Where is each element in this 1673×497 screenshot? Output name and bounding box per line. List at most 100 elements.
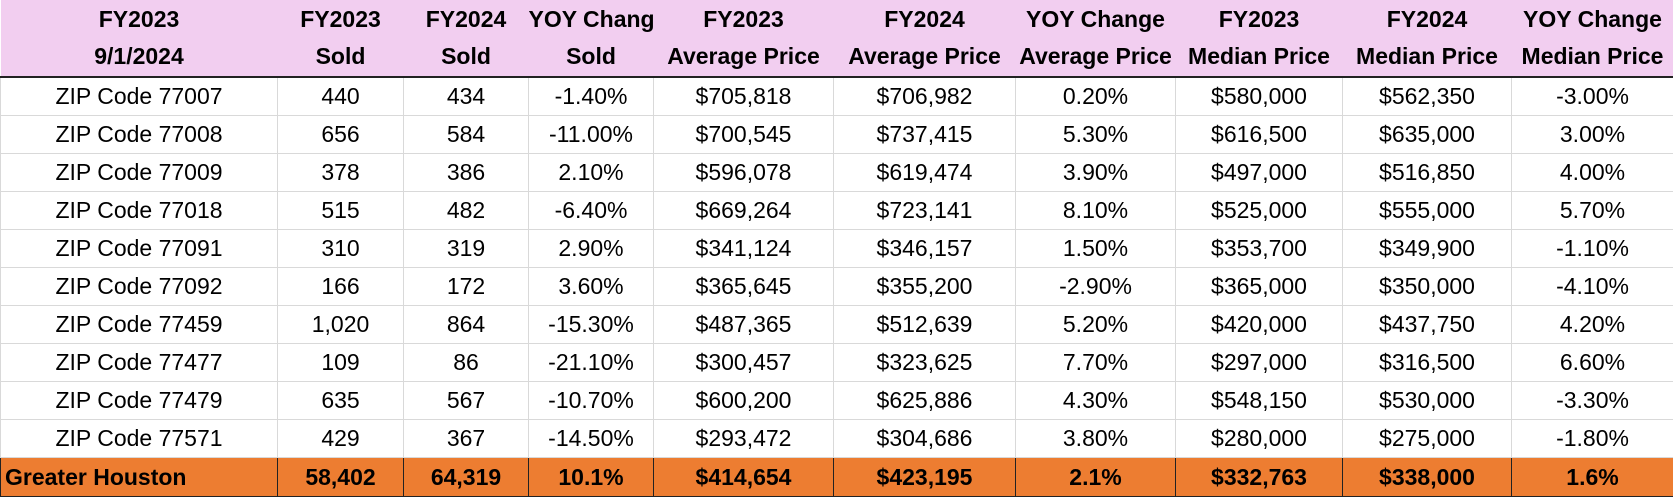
- cell: $548,150: [1176, 382, 1343, 420]
- header-line: FY2024: [834, 1, 1016, 38]
- cell: 5.70%: [1512, 192, 1673, 230]
- header-line: FY2024: [1343, 1, 1512, 38]
- cell: ZIP Code 77018: [1, 192, 278, 230]
- cell: ZIP Code 77477: [1, 344, 278, 382]
- cell: 1,020: [278, 306, 404, 344]
- cell: 109: [278, 344, 404, 382]
- cell: $280,000: [1176, 420, 1343, 458]
- cell: ZIP Code 77007: [1, 77, 278, 116]
- header-line: Average Price: [834, 38, 1016, 75]
- cell: $316,500: [1343, 344, 1512, 382]
- cell: $700,545: [654, 116, 834, 154]
- cell: 2.90%: [529, 230, 654, 268]
- cell: ZIP Code 77092: [1, 268, 278, 306]
- cell: 310: [278, 230, 404, 268]
- header-line: 9/1/2024: [1, 38, 278, 75]
- cell: 584: [404, 116, 529, 154]
- cell: $600,200: [654, 382, 834, 420]
- cell: $706,982: [834, 77, 1016, 116]
- cell: $304,686: [834, 420, 1016, 458]
- cell: 4.20%: [1512, 306, 1673, 344]
- cell: $365,000: [1176, 268, 1343, 306]
- cell: 0.20%: [1016, 77, 1176, 116]
- cell: -1.10%: [1512, 230, 1673, 268]
- cell: 386: [404, 154, 529, 192]
- cell: 319: [404, 230, 529, 268]
- cell: $355,200: [834, 268, 1016, 306]
- cell: 635: [278, 382, 404, 420]
- cell: -3.00%: [1512, 77, 1673, 116]
- cell: $619,474: [834, 154, 1016, 192]
- cell: -21.10%: [529, 344, 654, 382]
- cell: -3.30%: [1512, 382, 1673, 420]
- cell: 378: [278, 154, 404, 192]
- cell: -10.70%: [529, 382, 654, 420]
- header-line: FY2023: [1176, 1, 1343, 38]
- header-line: FY2024: [404, 1, 529, 38]
- header-line: FY2023: [278, 1, 404, 38]
- cell: $705,818: [654, 77, 834, 116]
- cell: $341,124: [654, 230, 834, 268]
- header-line: Sold: [529, 38, 654, 75]
- header-line: YOY Change: [529, 1, 654, 38]
- cell: 7.70%: [1016, 344, 1176, 382]
- cell: ZIP Code 77571: [1, 420, 278, 458]
- total-cell: $414,654: [654, 458, 834, 497]
- cell: $300,457: [654, 344, 834, 382]
- header-line: Median Price: [1512, 38, 1673, 75]
- header-cell: YOY ChangeSold: [529, 0, 654, 77]
- cell: -11.00%: [529, 116, 654, 154]
- cell: $487,365: [654, 306, 834, 344]
- cell: 172: [404, 268, 529, 306]
- header-line: Average Price: [1016, 38, 1176, 75]
- total-cell: 10.1%: [529, 458, 654, 497]
- cell: -6.40%: [529, 192, 654, 230]
- header-line: FY2023: [1, 1, 278, 38]
- cell: 2.10%: [529, 154, 654, 192]
- cell: 515: [278, 192, 404, 230]
- total-cell: $423,195: [834, 458, 1016, 497]
- header-line: Sold: [404, 38, 529, 75]
- cell: 567: [404, 382, 529, 420]
- cell: -2.90%: [1016, 268, 1176, 306]
- cell: 429: [278, 420, 404, 458]
- cell: 4.00%: [1512, 154, 1673, 192]
- cell: 4.30%: [1016, 382, 1176, 420]
- cell: $346,157: [834, 230, 1016, 268]
- cell: ZIP Code 77479: [1, 382, 278, 420]
- cell: $516,850: [1343, 154, 1512, 192]
- cell: 3.90%: [1016, 154, 1176, 192]
- cell: 8.10%: [1016, 192, 1176, 230]
- cell: $555,000: [1343, 192, 1512, 230]
- cell: 434: [404, 77, 529, 116]
- cell: 5.30%: [1016, 116, 1176, 154]
- cell: $616,500: [1176, 116, 1343, 154]
- cell: $562,350: [1343, 77, 1512, 116]
- cell: $625,886: [834, 382, 1016, 420]
- cell: 3.00%: [1512, 116, 1673, 154]
- header-line: FY2023: [654, 1, 834, 38]
- cell: $669,264: [654, 192, 834, 230]
- cell: 440: [278, 77, 404, 116]
- cell: 3.80%: [1016, 420, 1176, 458]
- cell: -4.10%: [1512, 268, 1673, 306]
- cell: ZIP Code 77009: [1, 154, 278, 192]
- cell: $365,645: [654, 268, 834, 306]
- cell: $596,078: [654, 154, 834, 192]
